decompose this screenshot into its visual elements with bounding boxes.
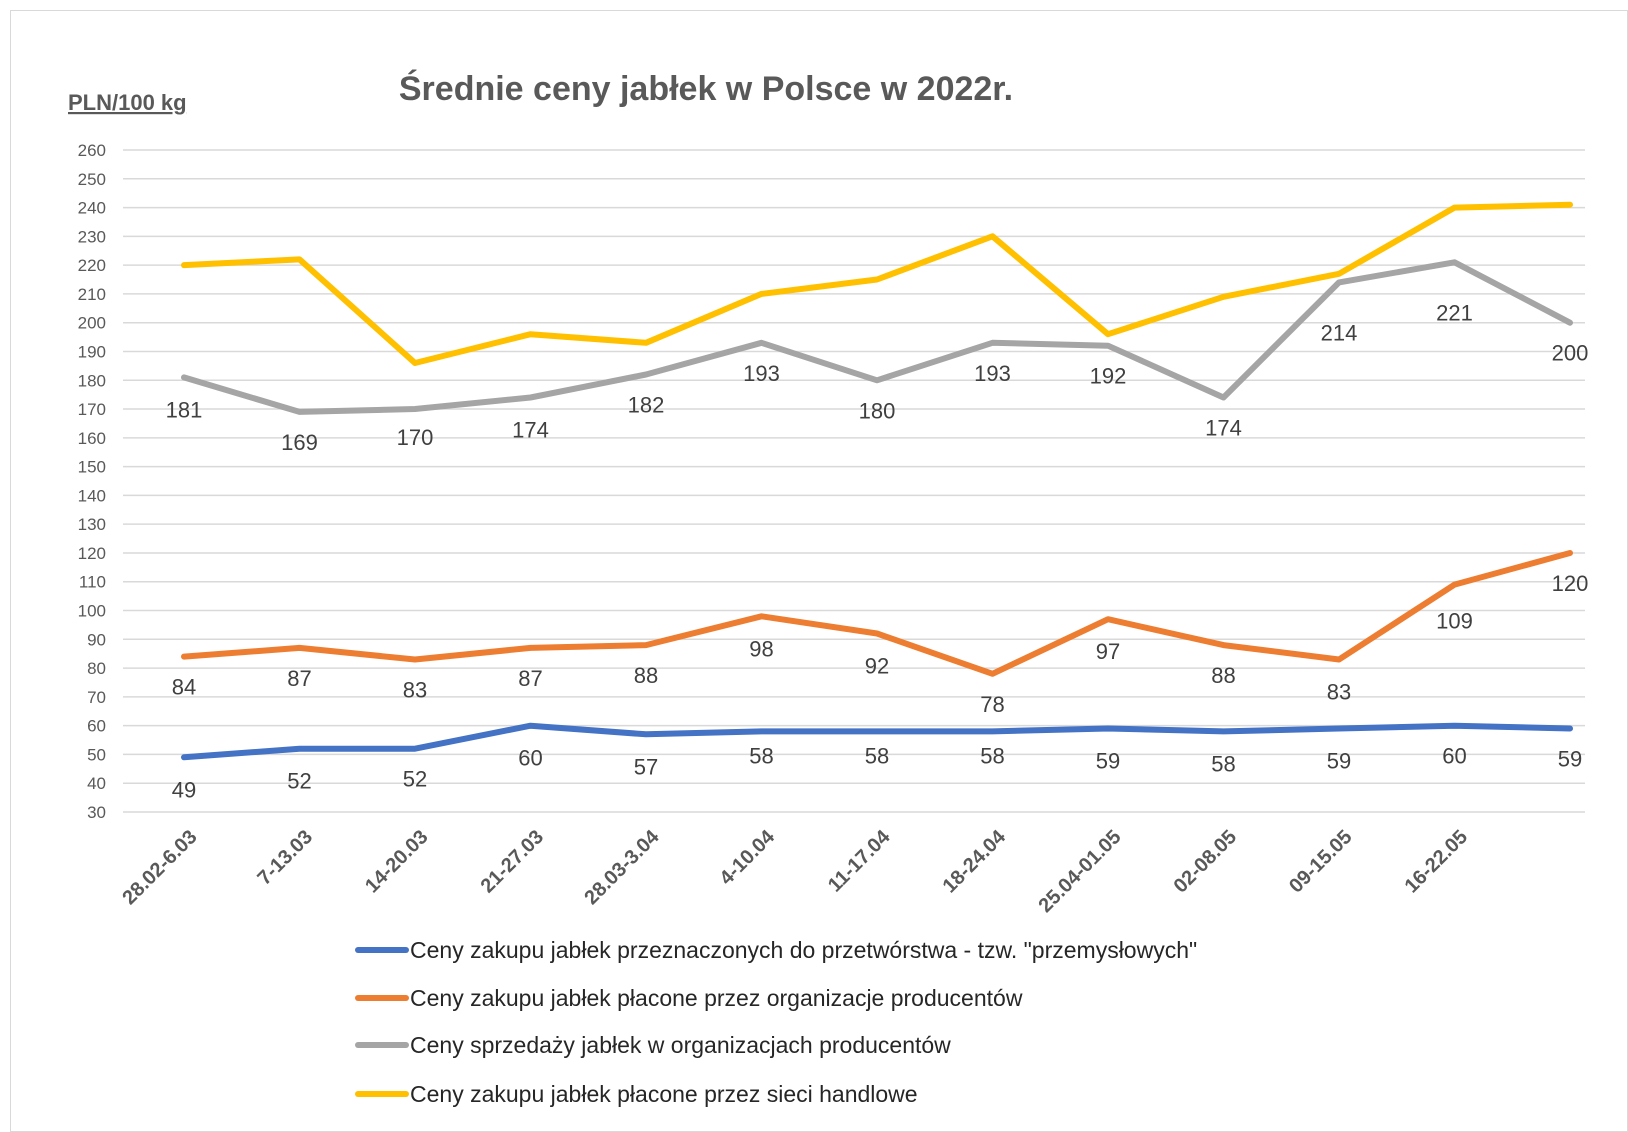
y-tick-label: 60 [87, 717, 106, 736]
data-label: 60 [518, 746, 542, 771]
data-label: 180 [859, 398, 896, 423]
series-lines [181, 201, 1573, 761]
data-label: 57 [634, 754, 658, 779]
y-tick-label: 150 [78, 458, 106, 477]
data-label: 182 [628, 393, 665, 418]
x-tick-label: 02-08.05 [1170, 826, 1241, 897]
series-line [181, 259, 1573, 415]
y-tick-label: 190 [78, 342, 106, 361]
data-label: 87 [518, 666, 542, 691]
data-label: 83 [1327, 679, 1351, 704]
legend: Ceny zakupu jabłek przeznaczonych do prz… [355, 937, 1197, 1107]
y-tick-label: 130 [78, 515, 106, 534]
data-label: 193 [974, 361, 1011, 386]
data-label: 214 [1321, 320, 1358, 345]
legend-entry: Ceny sprzedaży jabłek w organizacjach pr… [410, 1032, 951, 1058]
data-label: 60 [1442, 744, 1466, 769]
data-label: 83 [403, 677, 427, 702]
x-tick-label: 14-20.03 [361, 826, 432, 897]
y-tick-label: 160 [78, 429, 106, 448]
y-tick-label: 80 [87, 659, 106, 678]
y-tick-label: 40 [87, 774, 106, 793]
data-label: 200 [1552, 341, 1589, 366]
gridlines [123, 149, 1585, 813]
data-label: 174 [1205, 416, 1242, 441]
data-label: 58 [1211, 751, 1235, 776]
y-tick-label: 230 [78, 227, 106, 246]
data-label: 87 [287, 666, 311, 691]
y-tick-label: 180 [78, 371, 106, 390]
data-label: 174 [512, 418, 549, 443]
data-label: 59 [1327, 749, 1351, 774]
legend-entry: Ceny zakupu jabłek płacone przez organiz… [410, 985, 1023, 1011]
data-label: 84 [172, 675, 196, 700]
data-label: 221 [1436, 300, 1473, 325]
y-tick-label: 90 [87, 630, 106, 649]
data-label: 52 [287, 769, 311, 794]
data-label: 49 [172, 777, 196, 802]
x-tick-label: 28.03-3.04 [580, 825, 664, 909]
series-line [181, 201, 1573, 366]
data-label: 98 [749, 636, 773, 661]
x-tick-label: 16-22.05 [1401, 826, 1472, 897]
x-tick-label: 21-27.03 [477, 826, 548, 897]
data-label: 169 [281, 430, 318, 455]
data-label: 193 [743, 361, 780, 386]
chart-title: Średnie ceny jabłek w Polsce w 2022r. [399, 70, 1013, 108]
data-label: 52 [403, 767, 427, 792]
chart-frame [10, 10, 1628, 1132]
y-tick-label: 170 [78, 400, 106, 419]
y-axis-ticks: 30 40 50 60 70 80 90 100 110 120 130 140 150 160 170 18… [78, 141, 106, 822]
data-label: 59 [1096, 749, 1120, 774]
data-label: 181 [166, 397, 203, 422]
y-tick-label: 250 [78, 170, 106, 189]
x-tick-label: 28.02-6.03 [118, 826, 201, 909]
data-label: 58 [980, 743, 1004, 768]
x-tick-label: 09-15.05 [1285, 826, 1356, 897]
x-tick-label: 7-13.03 [254, 826, 318, 890]
y-tick-label: 220 [78, 256, 106, 275]
data-label: 192 [1090, 364, 1127, 389]
y-tick-label: 240 [78, 199, 106, 218]
data-label: 170 [397, 425, 434, 450]
y-tick-label: 50 [87, 745, 106, 764]
y-axis-unit-label: PLN/100 kg [68, 90, 187, 115]
data-label: 58 [865, 743, 889, 768]
data-label: 120 [1552, 571, 1589, 596]
legend-entry: Ceny zakupu jabłek płacone przez sieci h… [410, 1081, 918, 1107]
data-labels: 49 52 52 60 57 58 58 58 59 58 59 60 59 84 87 83 87 88 98 92… [166, 300, 1589, 802]
x-tick-label: 25.04-01.05 [1034, 826, 1125, 917]
y-tick-label: 110 [79, 573, 106, 592]
series-line [181, 722, 1573, 761]
y-tick-label: 140 [78, 486, 106, 505]
data-label: 97 [1096, 639, 1120, 664]
data-label: 88 [634, 663, 658, 688]
x-tick-label: 4-10.04 [716, 825, 780, 889]
x-tick-label: 11-17.04 [824, 825, 895, 896]
data-label: 109 [1436, 609, 1473, 634]
y-tick-label: 70 [87, 688, 106, 707]
y-tick-label: 210 [78, 285, 106, 304]
data-label: 59 [1558, 747, 1582, 772]
data-label: 88 [1211, 663, 1235, 688]
x-axis-ticks: 28.02-6.03 7-13.03 14-20.03 21-27.03 28.03-3… [118, 825, 1472, 917]
legend-entry: Ceny zakupu jabłek przeznaczonych do prz… [410, 937, 1197, 963]
y-tick-label: 100 [78, 602, 106, 621]
y-tick-label: 260 [78, 141, 106, 160]
y-tick-label: 120 [78, 544, 106, 563]
data-label: 92 [865, 654, 889, 679]
y-tick-label: 200 [78, 314, 106, 333]
x-tick-label: 18-24.04 [939, 825, 1011, 897]
y-tick-label: 30 [87, 803, 106, 822]
data-label: 58 [749, 743, 773, 768]
series-line [181, 550, 1573, 677]
data-label: 78 [980, 692, 1004, 717]
